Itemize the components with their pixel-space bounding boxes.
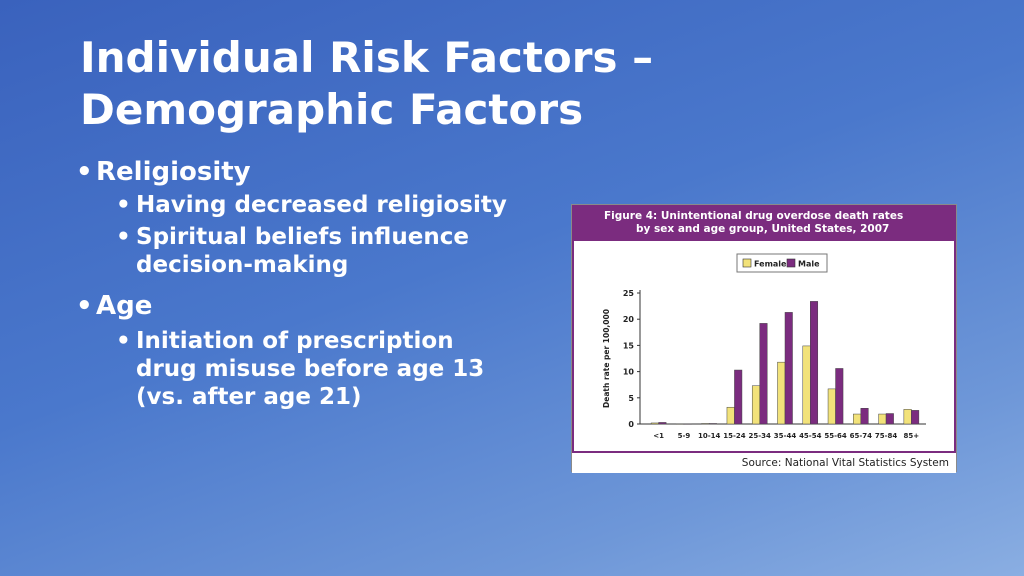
y-tick-label: 20: [623, 315, 635, 324]
bar-female-25-34: [751, 385, 760, 425]
x-tick-label: 15-24: [723, 432, 746, 440]
sub-bullet-text: Having decreased religiosity: [136, 192, 507, 218]
bullet-age: • Age: [76, 289, 507, 323]
y-tick-label: 15: [623, 341, 635, 350]
x-tick-label: 10-14: [698, 432, 721, 440]
x-tick-label: <1: [653, 432, 664, 440]
y-axis-label: Death rate per 100,000: [602, 309, 611, 408]
bullet-dot-icon: •: [116, 328, 131, 354]
chart-source: Source: National Vital Statistics System: [741, 457, 949, 469]
bar-female-55-64: [827, 388, 836, 425]
legend-swatch-female: [742, 258, 752, 268]
bullet-dot-icon: •: [116, 224, 131, 250]
x-tick-label: 5-9: [678, 432, 691, 440]
bar-chart: Female Male 0 5 10 15 20 25 Death rate per 100,0…: [602, 253, 926, 440]
bar-male-<1: [658, 422, 667, 425]
bar-female-10-14: [701, 423, 710, 425]
sub-bullet: • Initiation of prescription: [116, 327, 507, 355]
x-tick-label: 35-44: [774, 432, 797, 440]
bar-male-35-44: [784, 312, 793, 425]
chart-header: Figure 4: Unintentional drug overdose de…: [572, 205, 956, 241]
x-tick-label: 65-74: [850, 432, 873, 440]
bullet-label: Age: [96, 291, 153, 321]
bar-male-25-34: [759, 323, 768, 425]
chart-title-line2: by sex and age group, United States, 200…: [636, 223, 890, 235]
sub-bullet: • Having decreased religiosity: [116, 191, 507, 219]
x-tick-label: 85+: [904, 432, 920, 440]
sub-bullet-continued: decision-making: [116, 251, 507, 279]
bullet-religiosity: • Religiosity: [76, 155, 507, 189]
sub-bullet-continued: (vs. after age 21): [116, 383, 507, 411]
chart-footer: Source: National Vital Statistics System: [572, 451, 956, 473]
sub-bullet-text: (vs. after age 21): [136, 384, 362, 410]
bar-female-75-84: [878, 413, 887, 425]
sub-bullet-text: decision-making: [136, 252, 349, 278]
bar-female-15-24: [726, 406, 735, 425]
bar-male-55-64: [835, 368, 844, 425]
slide-title-line2: Demographic Factors: [80, 85, 584, 134]
chart-figure: Figure 4: Unintentional drug overdose de…: [571, 204, 957, 473]
bar-female-<1: [650, 422, 659, 425]
chart-body: Female Male 0 5 10 15 20 25 Death rate per 100,0…: [572, 241, 956, 451]
bar-male-65-74: [860, 408, 869, 425]
sub-bullet-continued: drug misuse before age 13: [116, 355, 507, 383]
legend-box: [736, 253, 828, 273]
y-tick-label: 10: [623, 368, 635, 377]
bar-male-85+: [911, 410, 920, 425]
bar-female-45-54: [802, 345, 811, 425]
bar-male-5-9: [683, 423, 692, 425]
sub-bullet-text: drug misuse before age 13: [136, 356, 485, 382]
y-tick-label: 5: [628, 394, 634, 403]
slide-title-line1: Individual Risk Factors –: [80, 33, 654, 82]
sub-bullet: • Spiritual beliefs influence: [116, 223, 507, 251]
slide-title: Individual Risk Factors – Demographic Fa…: [80, 32, 653, 136]
x-tick-label: 25-34: [749, 432, 772, 440]
bar-male-15-24: [734, 369, 743, 425]
sub-bullet-text: Spiritual beliefs influence: [136, 224, 469, 250]
bullet-list: • Religiosity • Having decreased religio…: [76, 155, 507, 411]
bar-female-65-74: [853, 413, 862, 425]
y-tick-label: 0: [628, 420, 634, 429]
bar-male-45-54: [810, 301, 819, 425]
bar-female-85+: [903, 409, 912, 425]
bullet-label: Religiosity: [96, 157, 251, 187]
sub-bullet-text: Initiation of prescription: [136, 328, 454, 354]
bar-male-10-14: [708, 423, 717, 425]
bullet-dot-icon: •: [76, 291, 93, 321]
bar-female-5-9: [676, 423, 685, 425]
chart-title-line1: Figure 4: Unintentional drug overdose de…: [604, 210, 904, 222]
x-tick-label: 75-84: [875, 432, 898, 440]
bar-female-35-44: [777, 361, 786, 425]
bullet-dot-icon: •: [116, 192, 131, 218]
x-tick-label: 45-54: [799, 432, 822, 440]
y-tick-label: 25: [623, 289, 635, 298]
legend-label-male: Male: [798, 260, 820, 269]
x-tick-label: 55-64: [824, 432, 847, 440]
legend-label-female: Female: [754, 260, 787, 269]
bullet-dot-icon: •: [76, 157, 93, 187]
legend-swatch-male: [786, 258, 796, 268]
bar-male-75-84: [885, 413, 894, 425]
